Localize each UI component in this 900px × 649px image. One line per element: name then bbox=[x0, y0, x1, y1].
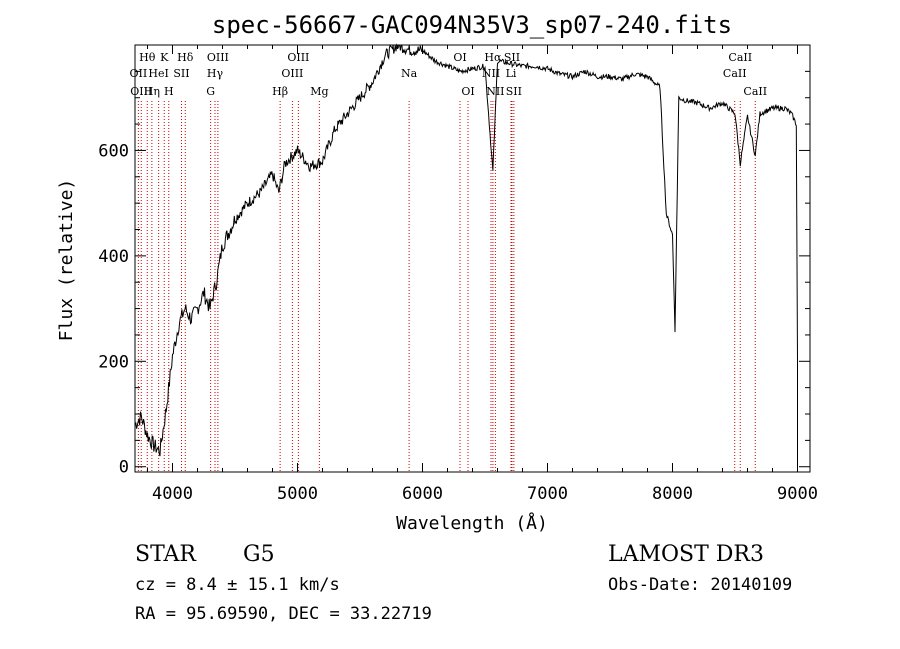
spectral-marker-label: OI bbox=[453, 51, 466, 64]
spectral-marker-label: OIII bbox=[281, 67, 303, 80]
spectral-marker-label: Hη bbox=[144, 85, 160, 98]
x-axis-ticks: 4000 5000 6000 7000 8000 9000 bbox=[147, 45, 818, 504]
x-tick-label: 8000 bbox=[652, 484, 693, 504]
survey-name: LAMOST DR3 bbox=[608, 542, 764, 567]
spectral-marker-label: Hθ bbox=[139, 51, 156, 64]
spectrum-series-line bbox=[134, 43, 798, 467]
spectral-marker-label: NII bbox=[486, 85, 504, 98]
spectral-marker-label: OIII bbox=[287, 51, 309, 64]
spectral-marker-label: SII bbox=[506, 85, 522, 98]
spectral-marker-label: Mg bbox=[310, 85, 328, 98]
spectral-marker-label: SII bbox=[504, 51, 520, 64]
spectral-marker-label: OII bbox=[130, 67, 148, 80]
spectral-marker-label: Hδ bbox=[177, 51, 194, 64]
y-tick-label: 200 bbox=[98, 352, 129, 372]
spectral-marker-label: OI bbox=[461, 85, 474, 98]
spectral-marker-lines bbox=[137, 101, 756, 472]
x-axis-label: Wavelength (Å) bbox=[396, 512, 548, 534]
x-tick-label: 7000 bbox=[527, 484, 568, 504]
y-axis-label: Flux (relative) bbox=[56, 179, 77, 342]
obs-date: Obs-Date: 20140109 bbox=[608, 575, 792, 595]
spectral-marker-label: SII bbox=[173, 67, 189, 80]
spectral-marker-label: OIII bbox=[207, 51, 229, 64]
object-class: STAR bbox=[135, 542, 197, 567]
spectral-marker-label: G bbox=[206, 85, 215, 98]
x-tick-label: 5000 bbox=[277, 484, 318, 504]
coordinates: RA = 95.69590, DEC = 33.22719 bbox=[135, 604, 432, 624]
chart-title: spec-56667-GAC094N35V3_sp07-240.fits bbox=[212, 11, 732, 39]
y-tick-label: 0 bbox=[119, 458, 129, 478]
spectral-marker-label: Hα bbox=[484, 51, 502, 64]
x-tick-label: 9000 bbox=[777, 484, 818, 504]
x-tick-label: 6000 bbox=[402, 484, 443, 504]
spectral-marker-label: Hβ bbox=[272, 85, 288, 98]
spectral-marker-label: NII bbox=[482, 67, 500, 80]
y-tick-label: 600 bbox=[98, 141, 129, 161]
spectral-marker-label: HeI bbox=[148, 67, 168, 80]
spectral-marker-label: H bbox=[164, 85, 174, 98]
spectral-marker-label: OIII bbox=[130, 85, 152, 98]
y-axis-ticks: 0 200 400 600 bbox=[98, 70, 810, 478]
x-tick-label: 4000 bbox=[152, 484, 193, 504]
spectral-marker-label: CaII bbox=[723, 67, 747, 80]
spectral-marker-label: Hγ bbox=[207, 67, 224, 80]
spectral-marker-label: Li bbox=[506, 67, 517, 80]
redshift-info: cz = 8.4 ± 15.1 km/s bbox=[135, 575, 340, 595]
object-subclass: G5 bbox=[243, 542, 275, 567]
spectral-marker-label: Na bbox=[401, 67, 418, 80]
spectral-marker-label: CaII bbox=[743, 85, 767, 98]
spectral-marker-label: K bbox=[160, 51, 169, 64]
spectral-marker-label: CaII bbox=[728, 51, 752, 64]
y-tick-label: 400 bbox=[98, 247, 129, 267]
